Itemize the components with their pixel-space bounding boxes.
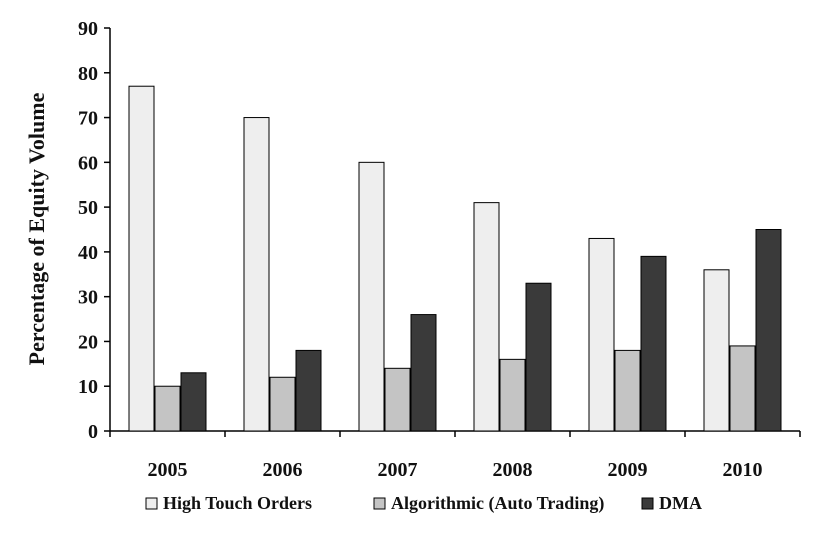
x-tick-label: 2008 [493, 459, 533, 481]
bar [410, 314, 437, 432]
bar [614, 349, 641, 432]
bar [180, 372, 207, 432]
bar [588, 237, 615, 432]
axes: 0 10 20 30 40 50 60 70 80 90 2005 2006 2007 2008 2009 2… [78, 18, 801, 481]
x-tick-label: 2006 [263, 459, 303, 481]
legend-label: Algorithmic (Auto Trading) [391, 493, 604, 514]
y-tick-label: 0 [88, 421, 98, 443]
bar [384, 367, 411, 432]
x-tick-label: 2009 [608, 459, 648, 481]
legend-swatch [145, 497, 158, 510]
bar [358, 161, 385, 432]
y-tick-label: 70 [78, 108, 98, 130]
legend-label: High Touch Orders [163, 493, 312, 513]
x-tick-label: 2007 [378, 459, 418, 481]
x-tick-label: 2005 [148, 459, 188, 481]
bar [499, 358, 526, 432]
y-tick-label: 10 [78, 376, 98, 398]
bar [755, 229, 782, 432]
bar [640, 255, 667, 432]
bar [269, 376, 296, 432]
bar [128, 85, 155, 432]
bar [729, 345, 756, 432]
legend: High Touch Orders Algorithmic (Auto Tradi… [145, 493, 702, 514]
y-tick-label: 20 [78, 331, 98, 353]
bars [128, 85, 782, 432]
y-tick-label: 60 [78, 152, 98, 174]
bar [473, 202, 500, 432]
y-tick-label: 90 [78, 18, 98, 40]
legend-swatch [373, 497, 386, 510]
legend-label: DMA [659, 493, 702, 513]
y-tick-label: 50 [78, 197, 98, 219]
y-axis-label: Percentage of Equity Volume [24, 92, 49, 365]
y-tick-label: 40 [78, 242, 98, 264]
bar [243, 117, 270, 432]
y-tick-label: 80 [78, 63, 98, 85]
bar [525, 282, 552, 432]
x-tick-label: 2010 [723, 459, 763, 481]
bar [295, 349, 322, 432]
legend-swatch [641, 497, 654, 510]
bar [154, 385, 181, 432]
bar [703, 269, 730, 432]
y-tick-label: 30 [78, 287, 98, 309]
